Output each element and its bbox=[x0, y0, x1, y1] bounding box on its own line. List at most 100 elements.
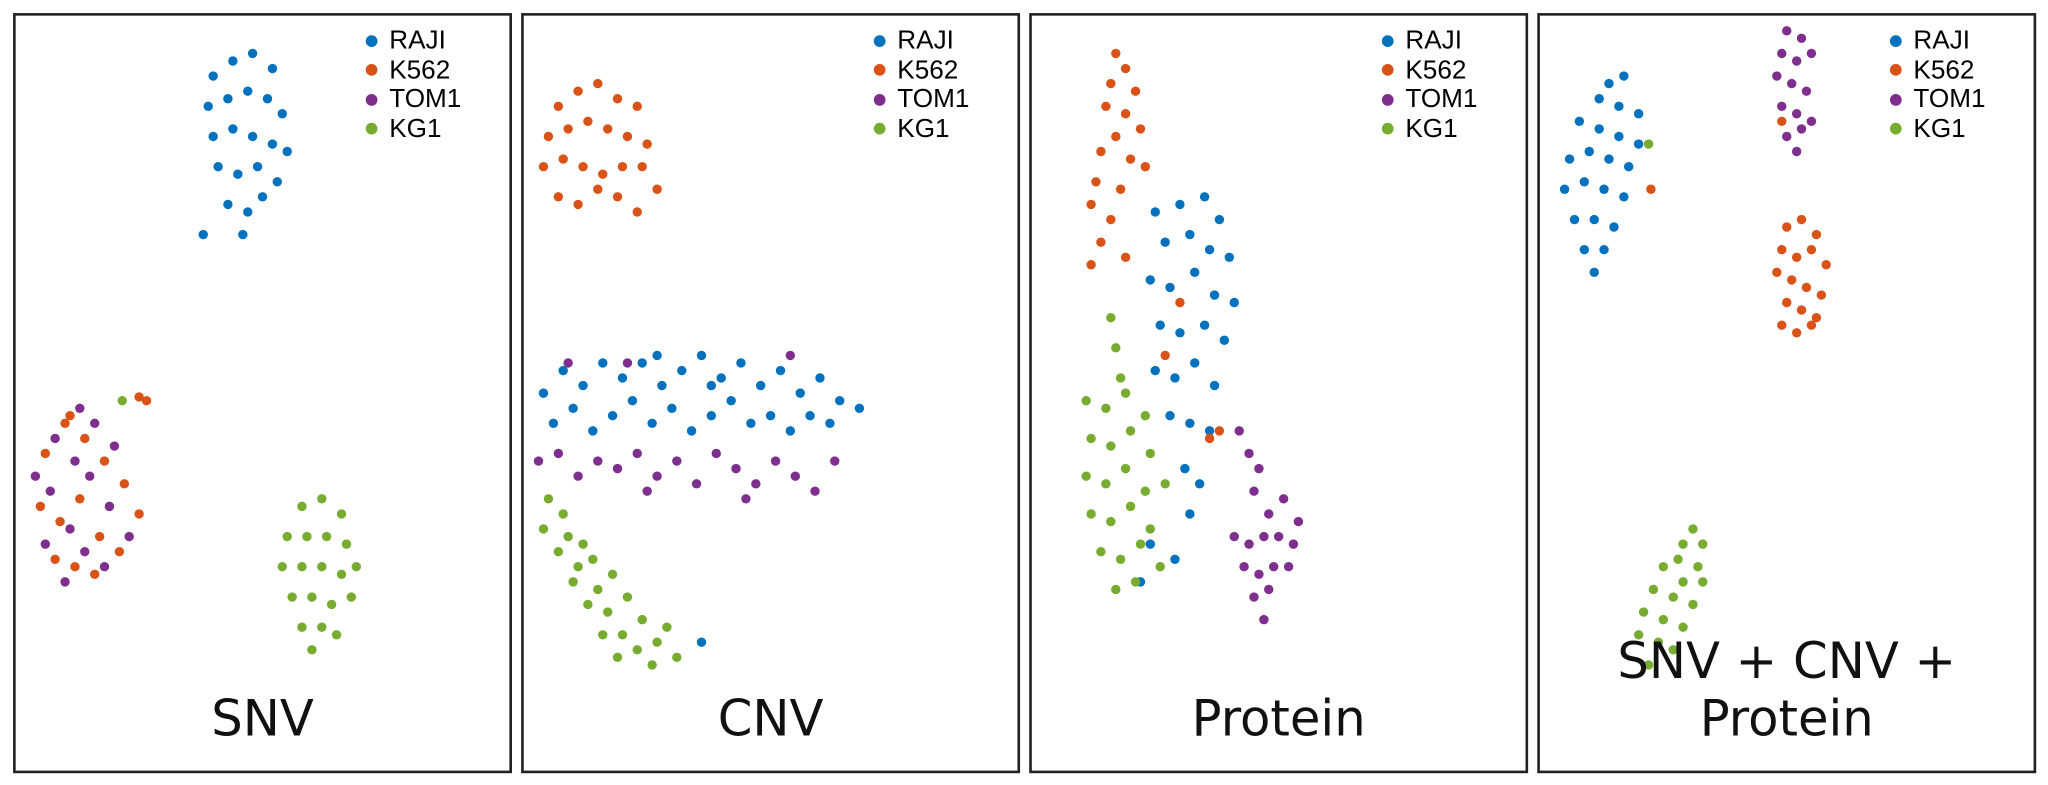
data-point-kg1 bbox=[1081, 471, 1091, 481]
data-point-kg1 bbox=[307, 645, 317, 655]
data-point-tom1 bbox=[691, 479, 702, 489]
data-point-tom1 bbox=[80, 546, 90, 557]
data-point-raji bbox=[267, 63, 278, 74]
legend: RAJI K562 TOM1 KG1 bbox=[1381, 26, 1526, 144]
series-k562 bbox=[1646, 116, 1831, 338]
legend-label: KG1 bbox=[1405, 114, 1458, 144]
data-point-kg1 bbox=[617, 630, 628, 640]
data-point-raji bbox=[578, 380, 588, 391]
data-point-kg1 bbox=[307, 592, 317, 602]
data-point-k562 bbox=[70, 562, 80, 572]
data-point-kg1 bbox=[341, 539, 352, 549]
series-tom1 bbox=[1772, 26, 1817, 157]
data-point-k562 bbox=[1120, 109, 1131, 119]
data-point-tom1 bbox=[99, 562, 110, 572]
data-point-tom1 bbox=[1283, 562, 1294, 572]
scatter-panel-1: RAJI K562 TOM1 KG1 SNV bbox=[13, 13, 512, 774]
data-point-tom1 bbox=[40, 539, 51, 549]
data-point-kg1 bbox=[637, 614, 647, 625]
legend-entry-raji: RAJI bbox=[365, 26, 510, 55]
data-point-k562 bbox=[1091, 177, 1101, 187]
data-point-raji bbox=[588, 426, 598, 436]
data-point-k562 bbox=[1806, 320, 1817, 330]
data-point-raji bbox=[267, 139, 278, 149]
series-raji bbox=[538, 350, 865, 647]
data-point-k562 bbox=[65, 411, 75, 421]
data-point-k562 bbox=[40, 448, 51, 459]
data-point-k562 bbox=[1111, 131, 1121, 142]
panel-title: CNV bbox=[717, 689, 824, 748]
data-point-raji bbox=[1574, 116, 1585, 127]
data-point-raji bbox=[1599, 245, 1609, 255]
legend-marker-icon bbox=[873, 123, 886, 135]
data-point-kg1 bbox=[1688, 524, 1698, 534]
data-point-tom1 bbox=[741, 494, 751, 504]
data-point-raji bbox=[1599, 184, 1609, 194]
data-point-k562 bbox=[99, 456, 110, 466]
legend: RAJI K562 TOM1 KG1 bbox=[365, 26, 510, 144]
data-point-tom1 bbox=[89, 418, 100, 429]
data-point-raji bbox=[1204, 245, 1215, 255]
data-point-raji bbox=[755, 380, 766, 391]
data-point-k562 bbox=[558, 154, 568, 164]
data-point-raji bbox=[1189, 267, 1200, 278]
data-point-tom1 bbox=[751, 479, 761, 489]
legend-label: K562 bbox=[897, 55, 959, 85]
data-point-k562 bbox=[1796, 214, 1807, 225]
data-point-k562 bbox=[612, 94, 623, 104]
legend-marker-icon bbox=[1381, 93, 1394, 106]
data-point-k562 bbox=[1796, 305, 1807, 315]
data-point-k562 bbox=[50, 554, 60, 564]
data-point-raji bbox=[1609, 222, 1619, 232]
data-point-tom1 bbox=[30, 471, 41, 481]
data-point-raji bbox=[1185, 229, 1195, 240]
data-point-k562 bbox=[1806, 245, 1817, 255]
data-point-tom1 bbox=[1806, 48, 1817, 59]
legend-marker-icon bbox=[1889, 123, 1902, 135]
data-point-kg1 bbox=[351, 562, 362, 572]
data-point-k562 bbox=[578, 161, 588, 172]
data-point-k562 bbox=[1086, 199, 1096, 210]
data-point-raji bbox=[667, 403, 677, 413]
data-point-raji bbox=[1579, 245, 1590, 255]
legend-entry-tom1: TOM1 bbox=[1381, 85, 1526, 114]
data-point-kg1 bbox=[1155, 562, 1165, 572]
data-point-raji bbox=[1569, 214, 1580, 225]
data-point-tom1 bbox=[553, 448, 564, 459]
data-point-k562 bbox=[1777, 320, 1787, 330]
data-point-kg1 bbox=[1096, 546, 1106, 557]
data-point-raji bbox=[1180, 463, 1190, 474]
data-point-kg1 bbox=[1101, 479, 1111, 489]
data-point-raji bbox=[637, 358, 647, 368]
data-point-k562 bbox=[1782, 222, 1792, 232]
data-point-raji bbox=[1619, 71, 1629, 81]
data-point-tom1 bbox=[1234, 426, 1244, 436]
data-point-kg1 bbox=[603, 607, 613, 617]
data-point-tom1 bbox=[1791, 56, 1802, 66]
legend-label: KG1 bbox=[389, 114, 442, 144]
data-point-kg1 bbox=[117, 396, 127, 406]
data-point-raji bbox=[1589, 214, 1599, 225]
legend-marker-icon bbox=[1889, 64, 1902, 77]
data-point-k562 bbox=[1811, 229, 1822, 240]
data-point-k562 bbox=[622, 131, 633, 142]
data-point-k562 bbox=[538, 161, 549, 172]
data-point-tom1 bbox=[124, 531, 134, 542]
data-point-kg1 bbox=[573, 562, 583, 572]
data-point-tom1 bbox=[1244, 448, 1254, 459]
data-point-tom1 bbox=[1269, 562, 1279, 572]
legend-entry-kg1: KG1 bbox=[1381, 114, 1526, 144]
data-point-kg1 bbox=[1081, 396, 1091, 406]
data-point-k562 bbox=[60, 418, 70, 429]
data-point-kg1 bbox=[1115, 554, 1126, 564]
data-point-raji bbox=[1564, 154, 1575, 164]
data-point-k562 bbox=[1782, 297, 1792, 308]
data-point-tom1 bbox=[563, 358, 573, 368]
data-point-raji bbox=[228, 56, 238, 66]
data-point-raji bbox=[647, 418, 657, 429]
data-point-raji bbox=[825, 418, 835, 429]
data-point-k562 bbox=[114, 546, 125, 557]
data-point-kg1 bbox=[1673, 554, 1683, 564]
data-point-raji bbox=[238, 229, 248, 240]
data-point-k562 bbox=[593, 78, 603, 89]
